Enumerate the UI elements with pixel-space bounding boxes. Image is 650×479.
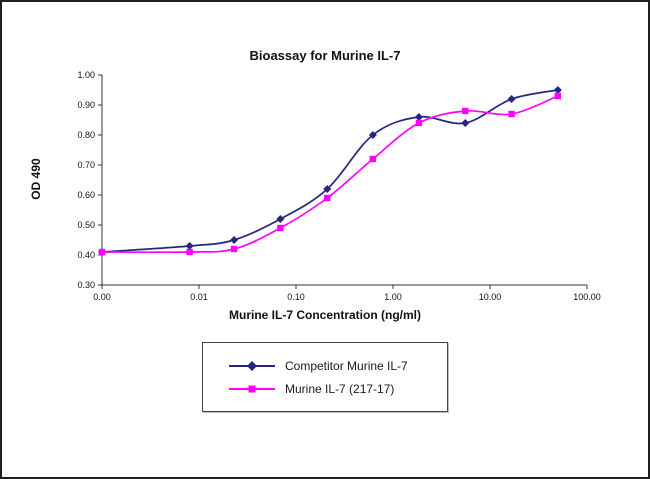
- x-tick-label: 0.10: [287, 292, 305, 302]
- y-tick-label: 0.40: [77, 250, 95, 260]
- y-tick-label: 0.50: [77, 220, 95, 230]
- y-tick-label: 0.80: [77, 130, 95, 140]
- legend-box: Competitor Murine IL-7 Murine IL-7 (217-…: [202, 342, 448, 412]
- x-tick-label: 1.00: [384, 292, 402, 302]
- diamond-marker-icon: [553, 86, 562, 94]
- square-marker-icon: [277, 224, 284, 232]
- square-marker-icon: [324, 194, 331, 202]
- x-tick-label: 0.01: [190, 292, 208, 302]
- diamond-marker-icon: [461, 119, 470, 127]
- chart-title: Bioassay for Murine IL-7: [249, 48, 401, 63]
- square-marker-icon: [462, 107, 469, 115]
- y-tick-label: 1.00: [77, 70, 95, 80]
- diamond-marker-icon: [414, 113, 423, 121]
- legend-label: Murine IL-7 (217-17): [285, 381, 395, 396]
- square-marker-icon: [186, 248, 193, 256]
- square-marker-icon: [508, 110, 515, 118]
- series-line-1: [101, 95, 559, 254]
- diamond-marker-icon: [368, 131, 377, 139]
- diamond-marker-icon: [230, 236, 239, 244]
- x-tick-label: 100.00: [573, 292, 601, 302]
- square-marker-icon: [230, 245, 238, 253]
- y-tick-label: 0.90: [77, 100, 95, 110]
- legend-item-murine: Murine IL-7 (217-17): [229, 382, 447, 396]
- legend-swatch-square-icon: [229, 383, 275, 395]
- square-marker-icon: [248, 385, 256, 392]
- y-tick-label: 0.60: [77, 190, 95, 200]
- square-marker-icon: [369, 155, 377, 163]
- series-line-0: [101, 89, 558, 253]
- legend-swatch-diamond-icon: [229, 360, 275, 372]
- square-marker-icon: [98, 248, 106, 256]
- square-marker-icon: [415, 119, 423, 127]
- diamond-marker-icon: [185, 242, 194, 250]
- x-axis-title: Murine IL-7 Concentration (ng/ml): [229, 308, 421, 322]
- diamond-marker-icon: [276, 215, 285, 223]
- y-tick-label: 0.70: [77, 160, 95, 170]
- x-tick-label: 0.00: [93, 292, 111, 302]
- square-marker-icon: [554, 92, 562, 100]
- diamond-marker-icon: [507, 95, 516, 103]
- legend-item-competitor: Competitor Murine IL-7: [229, 359, 447, 373]
- y-tick-label: 0.30: [77, 280, 95, 290]
- x-tick-label: 10.00: [479, 292, 502, 302]
- diamond-marker-icon: [323, 185, 332, 193]
- legend-label: Competitor Murine IL-7: [285, 358, 408, 373]
- diamond-marker-icon: [247, 360, 257, 371]
